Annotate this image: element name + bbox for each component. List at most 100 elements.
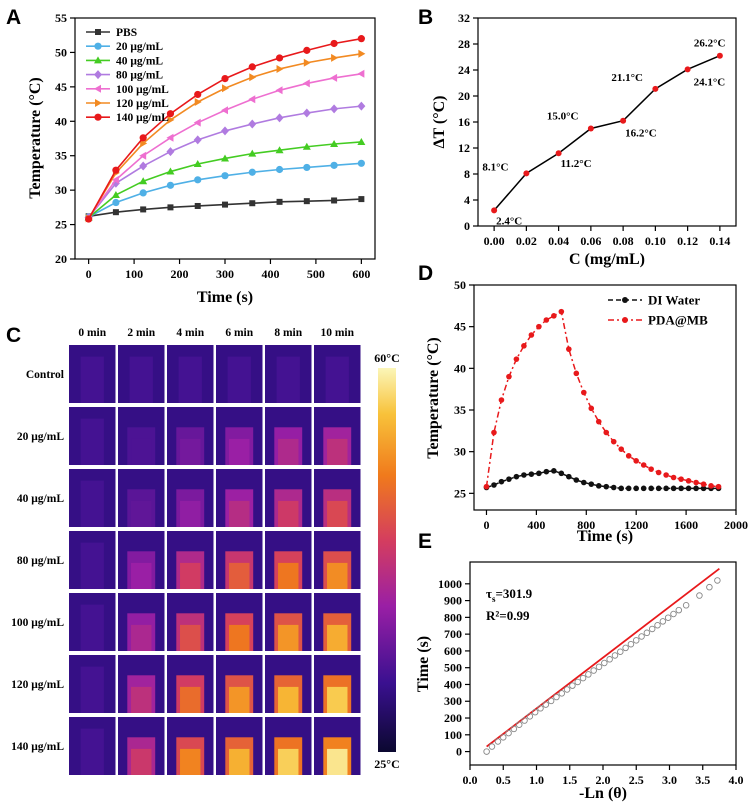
scatter-point — [515, 721, 523, 728]
data-point — [620, 117, 627, 124]
scatter-point — [547, 697, 555, 705]
thermal-cell-core — [229, 562, 250, 589]
thermal-cell — [314, 531, 361, 589]
legend-label-120-g-ml: 120 μg/mL — [116, 98, 169, 110]
point-140-g-ml — [221, 74, 229, 83]
scatter-point — [659, 618, 667, 625]
point-di-water — [573, 477, 580, 483]
series-line-delta-t — [493, 55, 721, 211]
legend-marker-pbs — [95, 29, 101, 35]
point-pbs — [194, 202, 201, 209]
point-120-g-ml — [167, 115, 175, 124]
thermal-cell-core — [180, 748, 201, 775]
panel-letter-a: A — [6, 6, 21, 29]
point-pda-mb — [595, 418, 602, 425]
column-label: 8 min — [274, 327, 302, 339]
scatter-point — [531, 708, 539, 716]
thermal-cell-tube — [227, 356, 251, 403]
point-20-g-ml — [275, 165, 284, 174]
column-label: 10 min — [320, 327, 354, 339]
thermal-cell-core — [327, 686, 348, 713]
point-120-g-ml — [140, 139, 148, 148]
point-40-g-ml — [139, 177, 148, 185]
point-20-g-ml — [112, 198, 120, 207]
y-tick-label: 700 — [444, 627, 462, 641]
x-tick-label: 0.0 — [463, 773, 478, 787]
x-tick-label: 0 — [86, 267, 92, 281]
row-label-20-g-ml: 20 μg/mL — [17, 431, 64, 443]
y-tick-label: 1000 — [438, 577, 462, 591]
thermal-cell — [118, 593, 165, 651]
data-point — [523, 170, 530, 177]
point-pda-mb — [491, 429, 497, 436]
x-tick-label: 500 — [307, 267, 325, 281]
thermal-cell — [216, 655, 263, 713]
data-point — [555, 150, 562, 157]
thermal-cell-core — [180, 500, 201, 527]
point-20-g-ml — [221, 172, 229, 180]
panel-letter-c: C — [6, 324, 21, 347]
thermal-cell-core — [327, 624, 348, 651]
point-80-g-ml — [166, 147, 175, 157]
point-140-g-ml — [194, 90, 202, 99]
y-tick-label: 50 — [55, 45, 67, 59]
thermal-cell — [216, 469, 263, 527]
thermal-cell-core — [131, 748, 152, 775]
thermal-cell — [216, 717, 263, 775]
thermal-cell — [118, 407, 165, 465]
point-40-g-ml — [248, 149, 257, 157]
thermal-cell — [69, 717, 116, 775]
point-40-g-ml — [302, 142, 311, 150]
thermal-cell — [69, 531, 116, 589]
panel-letter-b: B — [418, 6, 433, 29]
chart-a: 0 100 200 300 400 500 600 20 25 30 35 40 45 50 55 PBS 2… — [27, 11, 376, 306]
thermal-cell-tube — [80, 356, 104, 403]
y-tick-label: 30 — [454, 445, 466, 459]
b-axes: 0.00 0.02 0.04 0.06 0.08 0.10 0.12 0.14 0 4 8 12 16 2… — [458, 11, 730, 248]
point-140-g-ml — [112, 166, 120, 174]
e-tau-value: =301.9 — [496, 586, 533, 601]
thermal-cell-core — [131, 500, 152, 527]
point-pda-mb — [670, 474, 677, 481]
point-140-g-ml — [275, 54, 284, 62]
point-pbs — [167, 204, 174, 211]
point-pda-mb — [573, 370, 580, 377]
thermal-cell-tube — [80, 542, 104, 589]
point-100-g-ml — [248, 95, 256, 104]
thermal-cell-tube — [80, 480, 104, 527]
point-di-water — [513, 473, 520, 480]
data-label: 11.2°C — [561, 158, 592, 170]
thermal-cell — [265, 717, 312, 775]
data-label: 21.1°C — [611, 72, 643, 84]
a-axes: 0 100 200 300 400 500 600 20 25 30 35 40 45 50 55 — [55, 11, 370, 281]
point-pda-mb — [693, 479, 699, 486]
column-label: 4 min — [176, 327, 204, 339]
thermal-cell — [69, 469, 116, 527]
thermal-cell — [118, 469, 165, 527]
x-tick-label: 1600 — [674, 518, 698, 532]
legend-label-140-g-ml: 140 μg/mL — [116, 112, 169, 124]
point-di-water — [625, 485, 632, 492]
point-pda-mb — [580, 389, 587, 396]
point-di-water — [595, 483, 602, 489]
scatter-point — [611, 652, 619, 659]
point-di-water — [566, 473, 572, 480]
legend-marker-40-g-ml — [94, 56, 102, 64]
point-di-water — [648, 485, 654, 492]
row-label-control: Control — [26, 369, 64, 381]
x-tick-label: 0.04 — [548, 234, 569, 248]
point-pbs — [112, 209, 119, 216]
row-label-40-g-ml: 40 μg/mL — [17, 493, 64, 505]
y-tick-label: 400 — [444, 677, 462, 691]
chart-d: 0 400 800 1200 1600 2000 25 30 35 40 45 50 DI Water… — [425, 278, 748, 545]
x-tick-label: 0.5 — [496, 773, 511, 787]
y-tick-label: 40 — [454, 361, 466, 375]
y-tick-label: 45 — [55, 80, 67, 94]
thermal-cell — [314, 593, 361, 651]
e-tau-symbol: τ — [486, 586, 492, 601]
b-series: 2.4°C 8.1°C 11.2°C 15.0°C 16.2°C 21.1°C 24.1°C… — [482, 38, 725, 228]
thermal-cell-core — [278, 562, 299, 589]
thermal-cell — [265, 407, 312, 465]
thermal-cell-core — [131, 624, 152, 651]
